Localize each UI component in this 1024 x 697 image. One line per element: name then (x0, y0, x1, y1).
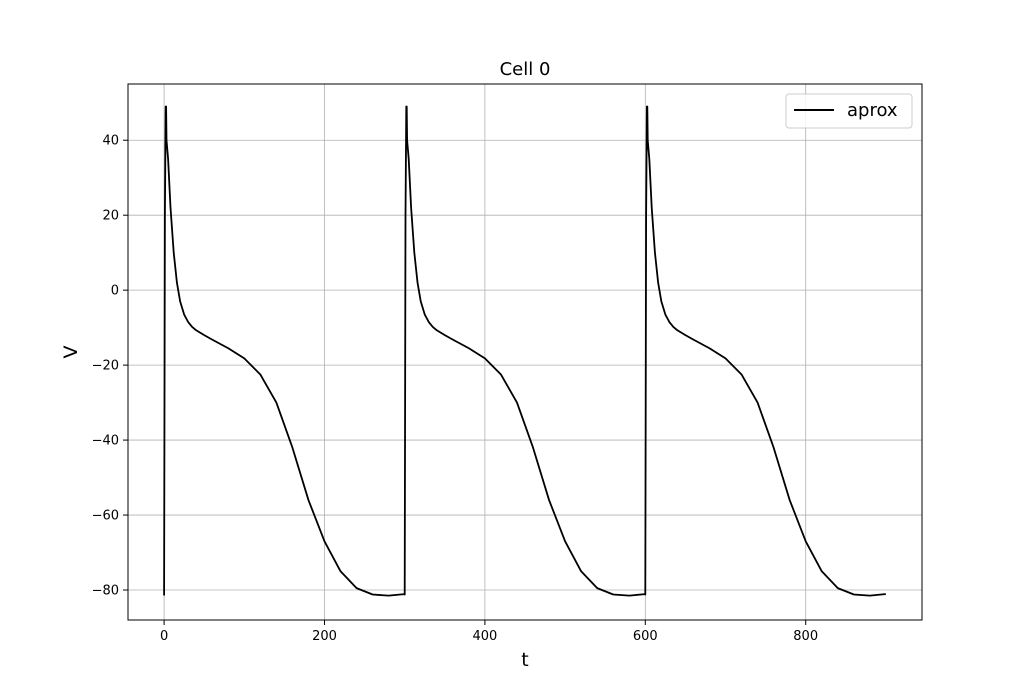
x-tick-label: 200 (312, 629, 337, 644)
legend-label-aprox: aprox (847, 100, 898, 121)
ticks: 0 200 400 600 800 −80 −60 −40 −20 0 20 40 (92, 134, 819, 644)
y-tick-label: −40 (92, 434, 119, 449)
series-layer (163, 105, 887, 597)
y-tick-label: 40 (102, 134, 119, 149)
x-axis-label: t (521, 649, 528, 671)
y-tick-label: −80 (92, 584, 119, 599)
legend: aprox (785, 93, 913, 129)
x-tick-label: 800 (793, 629, 818, 644)
plot-frame (127, 83, 923, 621)
y-tick-label: 0 (111, 284, 119, 299)
series-line-aprox (163, 105, 887, 597)
y-tick-label: −20 (92, 359, 119, 374)
y-tick-label: −60 (92, 509, 119, 524)
y-tick-label: 20 (102, 209, 119, 224)
y-axis-label: V (60, 346, 82, 359)
legend-box (785, 93, 913, 129)
grid (128, 84, 922, 620)
x-tick-label: 400 (472, 629, 497, 644)
chart-title: Cell 0 (500, 59, 551, 80)
x-tick-label: 600 (633, 629, 658, 644)
x-tick-label: 0 (160, 629, 168, 644)
